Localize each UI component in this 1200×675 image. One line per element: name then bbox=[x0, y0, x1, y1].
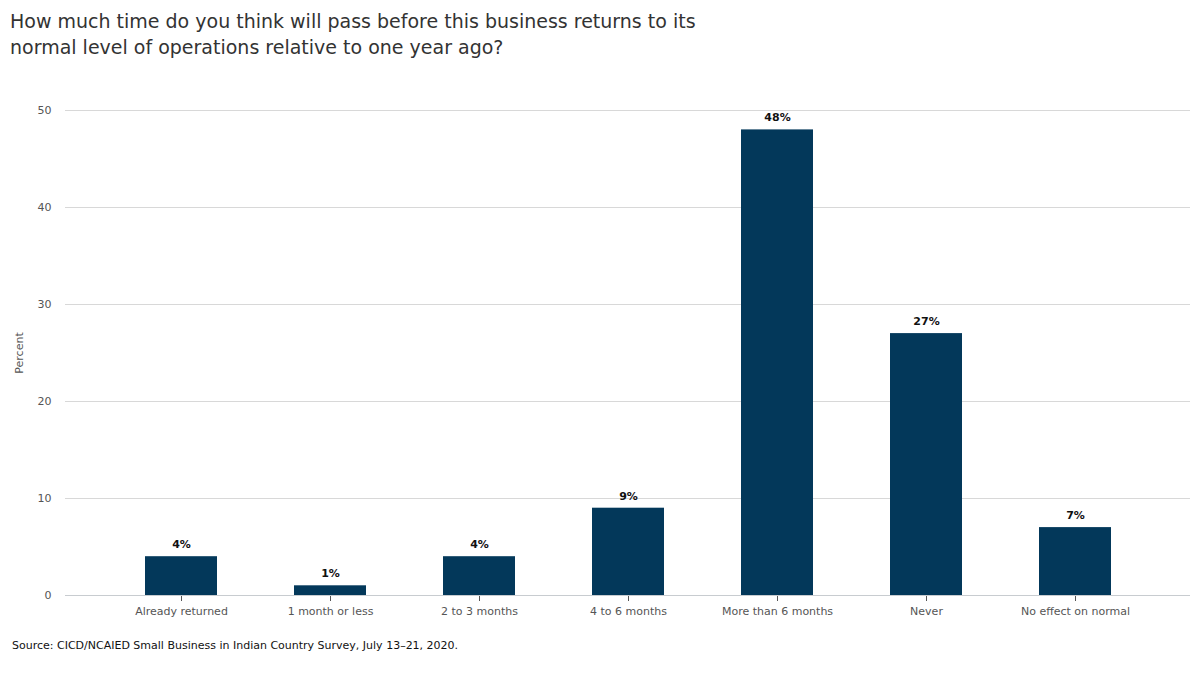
html-text:How much time do you think wil: How much time do you think will pass bef… bbox=[10, 10, 696, 58]
svg-text:More than 6 months: More than 6 months bbox=[722, 605, 833, 618]
svg-text:4%: 4% bbox=[470, 538, 489, 551]
svg-text:0: 0 bbox=[45, 589, 52, 602]
svg-text:20: 20 bbox=[38, 395, 52, 408]
svg-text:50: 50 bbox=[38, 104, 52, 117]
svg-text:9%: 9% bbox=[619, 490, 638, 503]
svg-text:1 month or less: 1 month or less bbox=[288, 605, 374, 618]
svg-text:Never: Never bbox=[910, 605, 943, 618]
html-text:Source: CICD/NCAIED Small Busi: Source: CICD/NCAIED Small Business in In… bbox=[12, 639, 459, 652]
svg-text:4 to 6 months: 4 to 6 months bbox=[590, 605, 667, 618]
svg-text:Already returned: Already returned bbox=[135, 605, 228, 618]
svg-text:Percent: Percent bbox=[13, 332, 26, 374]
svg-text:48%: 48% bbox=[764, 111, 790, 124]
svg-text:No effect on normal: No effect on normal bbox=[1021, 605, 1130, 618]
svg-text:1%: 1% bbox=[321, 567, 340, 580]
svg-text:40: 40 bbox=[38, 201, 52, 214]
svg-text:7%: 7% bbox=[1066, 509, 1085, 522]
svg-text:2 to 3 months: 2 to 3 months bbox=[441, 605, 518, 618]
svg-text:27%: 27% bbox=[913, 315, 939, 328]
svg-text:10: 10 bbox=[38, 492, 52, 505]
svg-text:30: 30 bbox=[38, 298, 52, 311]
svg-text:4%: 4% bbox=[172, 538, 191, 551]
